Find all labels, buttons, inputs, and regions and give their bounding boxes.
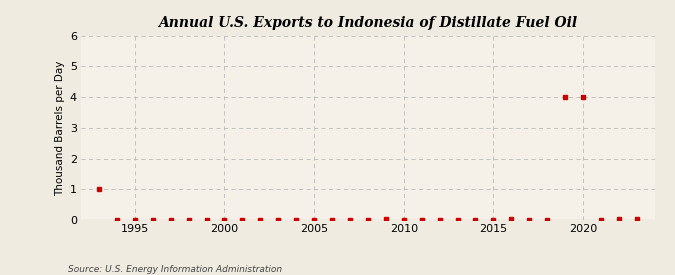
Title: Annual U.S. Exports to Indonesia of Distillate Fuel Oil: Annual U.S. Exports to Indonesia of Dist… (159, 16, 577, 31)
Text: Source: U.S. Energy Information Administration: Source: U.S. Energy Information Administ… (68, 265, 281, 274)
Y-axis label: Thousand Barrels per Day: Thousand Barrels per Day (55, 60, 65, 196)
